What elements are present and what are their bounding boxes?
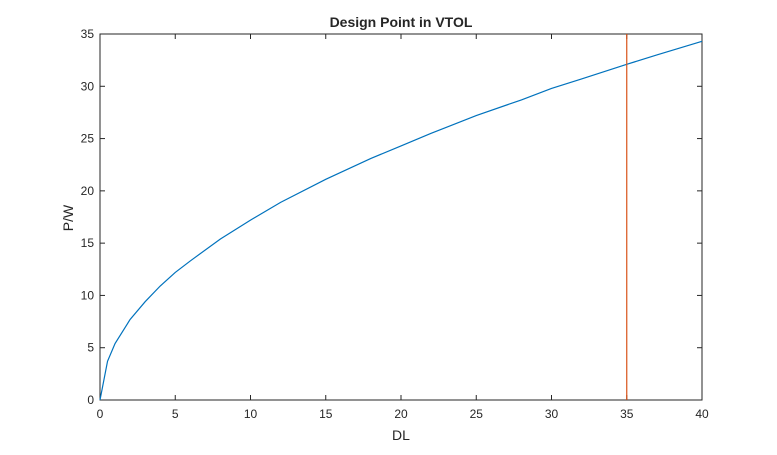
x-tick-label: 30 <box>545 407 559 421</box>
x-tick-label: 20 <box>394 407 408 421</box>
x-tick-label: 5 <box>172 407 179 421</box>
y-tick-label: 10 <box>81 288 95 302</box>
y-tick-label: 25 <box>81 132 95 146</box>
x-tick-label: 25 <box>470 407 484 421</box>
x-tick-label: 10 <box>244 407 258 421</box>
x-axis-label: DL <box>392 427 410 443</box>
x-tick-label: 40 <box>695 407 709 421</box>
series-line-1 <box>99 40 703 401</box>
y-tick-label: 0 <box>87 393 94 407</box>
y-axis-label: P/W <box>60 204 76 231</box>
x-tick-label: 0 <box>97 407 104 421</box>
y-tick-label: 30 <box>81 79 95 93</box>
chart-title: Design Point in VTOL <box>330 14 473 30</box>
y-tick-label: 15 <box>81 236 95 250</box>
plot-area: 0 5 10 15 20 25 30 35 40 0 5 10 15 20 25 30 35 <box>81 27 709 421</box>
x-tick-label: 35 <box>620 407 634 421</box>
x-tick-label: 15 <box>319 407 333 421</box>
y-tick-label: 35 <box>81 27 95 41</box>
y-tick-label: 20 <box>81 184 95 198</box>
y-tick-label: 5 <box>87 341 94 355</box>
axes-box <box>99 33 703 401</box>
